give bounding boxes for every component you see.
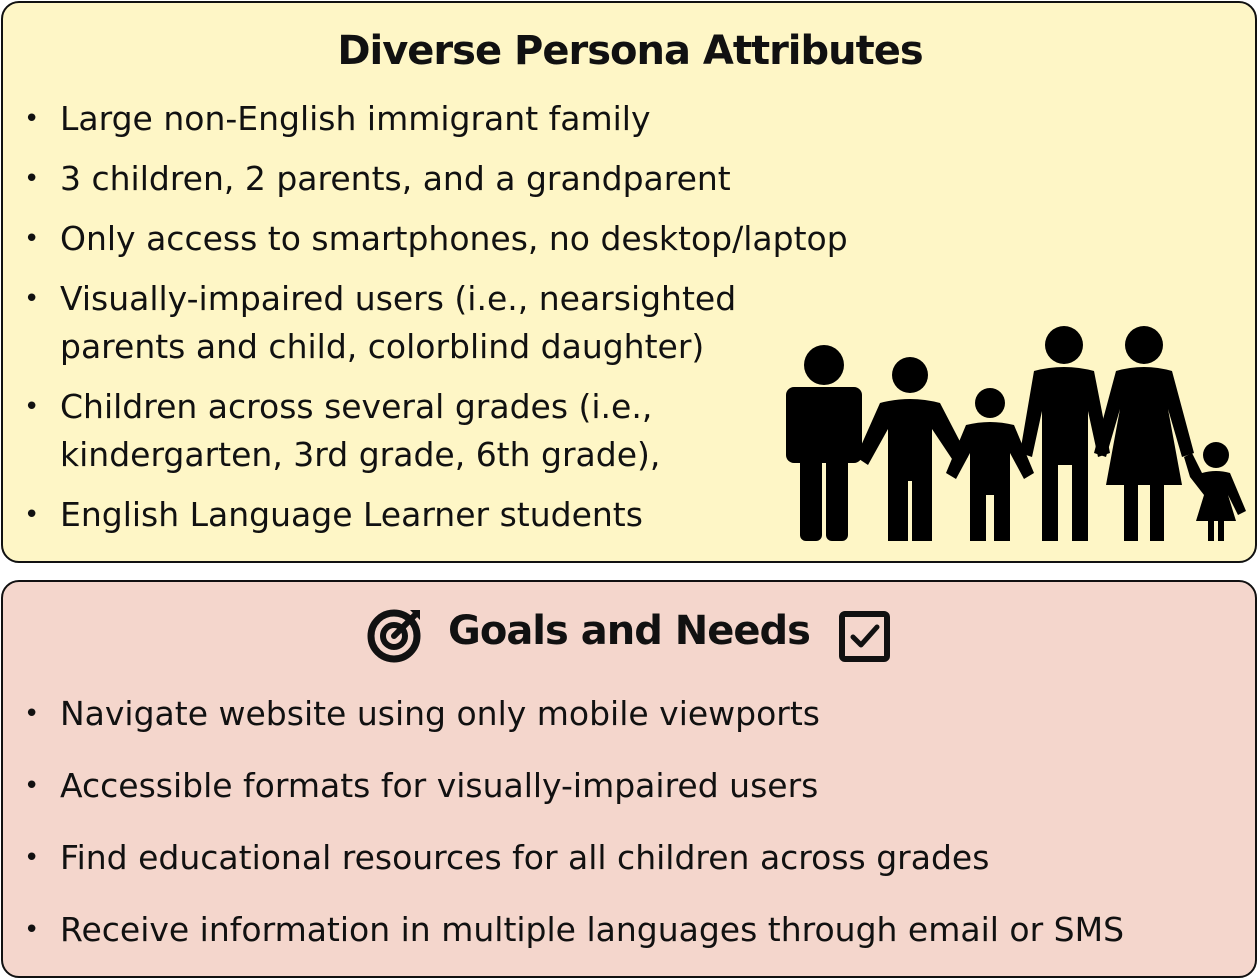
list-item: • 3 children, 2 parents, and a grandparen… — [24, 159, 731, 198]
goals-title: Goals and Needs — [448, 608, 811, 654]
list-item: • Accessible formats for visually-impaire… — [24, 766, 819, 805]
checkbox-checked-icon — [839, 611, 890, 662]
family-silhouette-icon — [786, 326, 1246, 541]
persona-title: Diverse Persona Attributes — [337, 28, 923, 74]
list-item: • Only access to smartphones, no desktop/… — [24, 219, 848, 258]
goals-and-needs-panel — [1, 580, 1257, 978]
goals-title-row: Goals and Needs — [0, 604, 1260, 664]
target-icon — [367, 609, 421, 663]
list-item: • Visually-impaired users (i.e., nearsigh… — [24, 279, 737, 366]
list-item: • Find educational resources for all chil… — [24, 838, 990, 877]
list-item: • Navigate website using only mobile view… — [24, 694, 820, 733]
persona-attribute-list: • Large non-English immigrant family • 3 c… — [24, 95, 848, 551]
list-item: • Children across several grades (i.e., ki… — [24, 387, 661, 474]
goals-list: • Navigate website using only mobile view… — [24, 690, 1124, 978]
list-item: • Receive information in multiple languag… — [24, 910, 1125, 949]
list-item: • English Language Learner students — [24, 495, 643, 534]
list-item: • Large non-English immigrant family — [24, 99, 651, 138]
